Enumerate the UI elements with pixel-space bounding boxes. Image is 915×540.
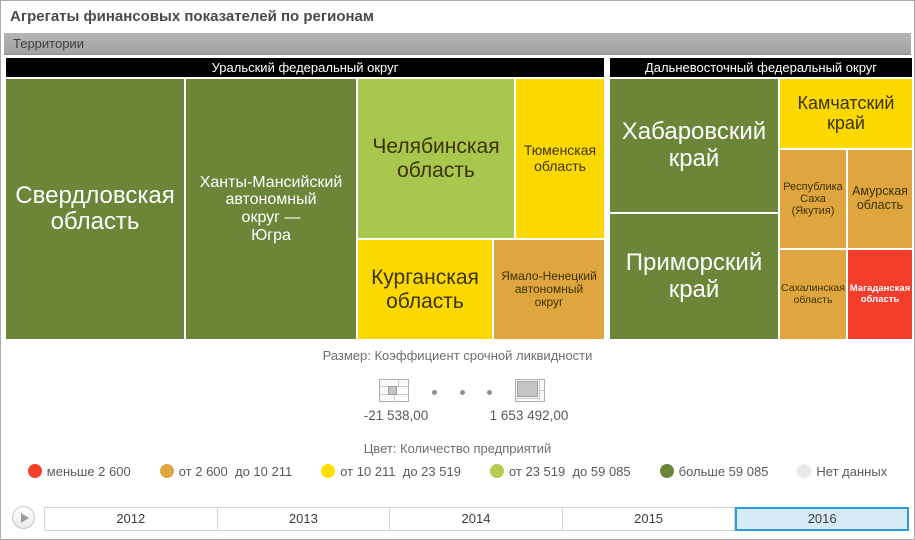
color-legend-items: меньше 2 600 от 2 600 до 10 211 от 10 211 …: [1, 462, 914, 480]
play-button[interactable]: [12, 506, 35, 529]
timeline-year-2013[interactable]: 2013: [217, 507, 391, 531]
legend-color-dot-icon: [321, 464, 336, 478]
treemap-cell[interactable]: Амурская область: [848, 150, 912, 248]
treemap-cell[interactable]: Приморский край: [610, 214, 778, 339]
legend-color-dot-icon: [797, 464, 812, 478]
size-legend-scale: [379, 378, 545, 407]
color-legend-item: от 2 600 до 10 211: [159, 463, 293, 479]
color-legend-item: от 10 211 до 23 519: [321, 464, 461, 479]
size-legend-max-icon: [515, 378, 545, 407]
treemap-cell-label: Челябинская область: [372, 135, 500, 182]
treemap-cell-label: Свердловская область: [15, 181, 175, 235]
legend-color-label: от 10 211 до 23 519: [340, 463, 461, 479]
treemap-cell[interactable]: Камчатский край: [780, 79, 912, 148]
timeline-year-2015[interactable]: 2015: [562, 507, 736, 531]
legend-color-dot-icon: [489, 464, 504, 478]
treemap-cell-label: Тюменская область: [523, 142, 597, 174]
treemap-cell[interactable]: Хабаровский край: [610, 79, 778, 212]
treemap-cell-label: Республика Саха (Якутия): [783, 180, 843, 218]
timeline-year-2014[interactable]: 2014: [390, 507, 563, 531]
color-legend-item: Нет данных: [797, 464, 887, 479]
legend-color-label: Нет данных: [816, 463, 888, 479]
treemap-cell[interactable]: Челябинская область: [358, 79, 514, 238]
treemap-cell[interactable]: Ханты-Мансийский автономный округ — Югра: [186, 79, 356, 339]
scale-dot-icon: [431, 390, 437, 395]
treemap-cell[interactable]: Свердловская область: [6, 79, 184, 339]
legend-color-label: меньше 2 600: [46, 463, 131, 479]
dimension-toolbar[interactable]: Территории: [4, 33, 911, 55]
treemap-cell-label: Хабаровский край: [621, 118, 767, 172]
treemap-cell-label: Ямало-Ненецкий автономный округ: [501, 268, 597, 310]
treemap: Уральский федеральный округ Дальневосточн…: [6, 58, 912, 339]
timeline-year-2012[interactable]: 2012: [44, 507, 218, 531]
treemap-cell-label: Приморский край: [625, 249, 763, 303]
scale-dot-icon: [459, 390, 465, 395]
color-legend-item: меньше 2 600: [27, 463, 131, 479]
legend-color-dot-icon: [27, 464, 42, 478]
timeline-years: 2012 2013 2014 2015 2016: [44, 507, 909, 531]
treemap-cell[interactable]: Ямало-Ненецкий автономный округ: [494, 240, 604, 339]
treemap-cell-label: Камчатский край: [797, 92, 895, 133]
treemap-cell-label: Амурская область: [852, 184, 908, 212]
color-legend-title: Цвет: Количество предприятий: [363, 441, 552, 456]
play-icon: [20, 512, 29, 523]
treemap-cell-label: Магаданская область: [849, 283, 911, 305]
treemap-cell-label: Сахалинская область: [781, 281, 845, 306]
treemap-group-header[interactable]: Уральский федеральный округ: [6, 58, 604, 77]
treemap-cell[interactable]: Курганская область: [358, 240, 492, 339]
size-legend-max-value: 1 653 492,00: [489, 408, 569, 423]
treemap-cell[interactable]: Республика Саха (Якутия): [780, 150, 846, 248]
legend-color-dot-icon: [159, 464, 174, 478]
treemap-cell[interactable]: Сахалинская область: [780, 250, 846, 339]
scale-dot-icon: [487, 390, 493, 395]
color-legend-item: от 23 519 до 59 085: [489, 463, 631, 479]
timeline-year-2016[interactable]: 2016: [735, 507, 909, 531]
legend-color-dot-icon: [659, 464, 674, 478]
treemap-group-header[interactable]: Дальневосточный федеральный округ: [610, 58, 912, 77]
size-legend-min-icon: [379, 378, 409, 407]
size-legend-min-value: -21 538,00: [363, 408, 429, 423]
size-legend-title: Размер: Коэффициент срочной ликвидности: [322, 348, 593, 363]
dimension-label: Территории: [13, 36, 84, 51]
page-title: Агрегаты финансовых показателей по регио…: [10, 8, 374, 25]
treemap-cell[interactable]: Магаданская область: [848, 250, 912, 339]
treemap-cell-label: Ханты-Мансийский автономный округ — Югра: [199, 173, 343, 244]
treemap-cell-label: Курганская область: [371, 266, 479, 313]
color-legend-item: больше 59 085: [659, 463, 769, 479]
treemap-cell[interactable]: Тюменская область: [516, 79, 604, 238]
legend-color-label: больше 59 085: [678, 463, 769, 479]
legend-color-label: от 23 519 до 59 085: [508, 463, 631, 479]
legend-color-label: от 2 600 до 10 211: [178, 463, 293, 479]
